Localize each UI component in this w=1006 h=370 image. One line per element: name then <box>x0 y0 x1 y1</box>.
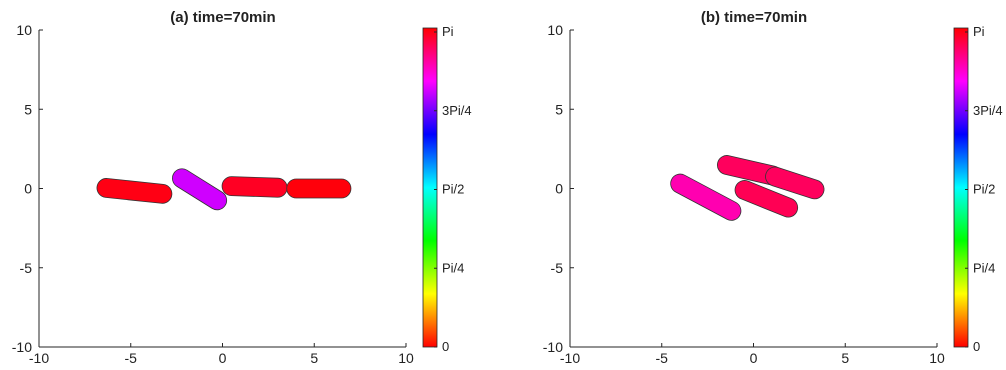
x-tick-label: 0 <box>219 350 227 366</box>
bacterium-cell <box>172 168 228 211</box>
colorbar-tick-label: Pi <box>973 24 985 39</box>
y-tick-label: 5 <box>555 101 563 117</box>
colorbar-tick-label: Pi/2 <box>973 182 995 197</box>
bacterium-cell <box>96 178 173 204</box>
colorbar-tick-label: 0 <box>973 339 980 354</box>
y-tick-label: -10 <box>543 339 563 355</box>
panel-a-title: (a) time=70min <box>170 9 275 26</box>
x-tick-label: -10 <box>560 350 580 366</box>
colorbar-gradient <box>422 27 438 348</box>
y-tick-label: 5 <box>24 101 32 117</box>
x-tick-label: -5 <box>125 350 138 366</box>
y-tick-label: -5 <box>551 260 564 276</box>
x-tick-label: 5 <box>841 350 849 366</box>
colorbar-tick-label: Pi/2 <box>442 182 464 197</box>
y-tick-label: -5 <box>20 260 33 276</box>
bacterium-cell <box>765 166 825 200</box>
panel-a-cells <box>96 168 352 211</box>
panel-a: (a) time=70min -10 -5 0 5 10 -10 -5 0 5 10 0 Pi/4 P… <box>12 9 472 366</box>
y-tick-label: 0 <box>24 181 32 197</box>
colorbar-tick-label: 3Pi/4 <box>973 103 1003 118</box>
colorbar-tick-label: 0 <box>442 339 449 354</box>
x-tick-label: 10 <box>398 350 414 366</box>
x-tick-label: 0 <box>750 350 758 366</box>
panel-a-axes: -10 -5 0 5 10 -10 -5 0 5 10 <box>12 22 414 366</box>
colorbar-tick-label: Pi <box>442 24 454 39</box>
bacterium-cell <box>286 178 352 199</box>
y-tick-label: -10 <box>12 339 32 355</box>
bacterium-cell <box>734 180 799 218</box>
panel-b-axes: -10 -5 0 5 10 -10 -5 0 5 10 <box>543 22 945 366</box>
colorbar-tick-label: 3Pi/4 <box>442 103 472 118</box>
colorbar-tick-label: Pi/4 <box>442 260 464 275</box>
x-tick-label: -5 <box>656 350 669 366</box>
y-tick-label: 10 <box>16 22 32 38</box>
colorbar-tick-label: Pi/4 <box>973 260 995 275</box>
y-tick-label: 0 <box>555 181 563 197</box>
x-tick-label: 5 <box>310 350 318 366</box>
x-tick-label: -10 <box>29 350 49 366</box>
panel-b: (b) time=70min -10 -5 0 5 10 -10 -5 0 5 10 0 Pi/4 P… <box>543 9 1003 366</box>
colorbar-gradient <box>953 27 969 348</box>
bacterium-cell <box>221 176 288 198</box>
bacterium-cell <box>670 173 742 221</box>
panel-a-colorbar: 0 Pi/4 Pi/2 3Pi/4 Pi <box>422 24 472 354</box>
panel-b-cells <box>670 155 825 221</box>
panel-b-title: (b) time=70min <box>701 9 807 26</box>
y-tick-label: 10 <box>547 22 563 38</box>
panel-b-colorbar: 0 Pi/4 Pi/2 3Pi/4 Pi <box>953 24 1003 354</box>
x-tick-label: 10 <box>929 350 945 366</box>
